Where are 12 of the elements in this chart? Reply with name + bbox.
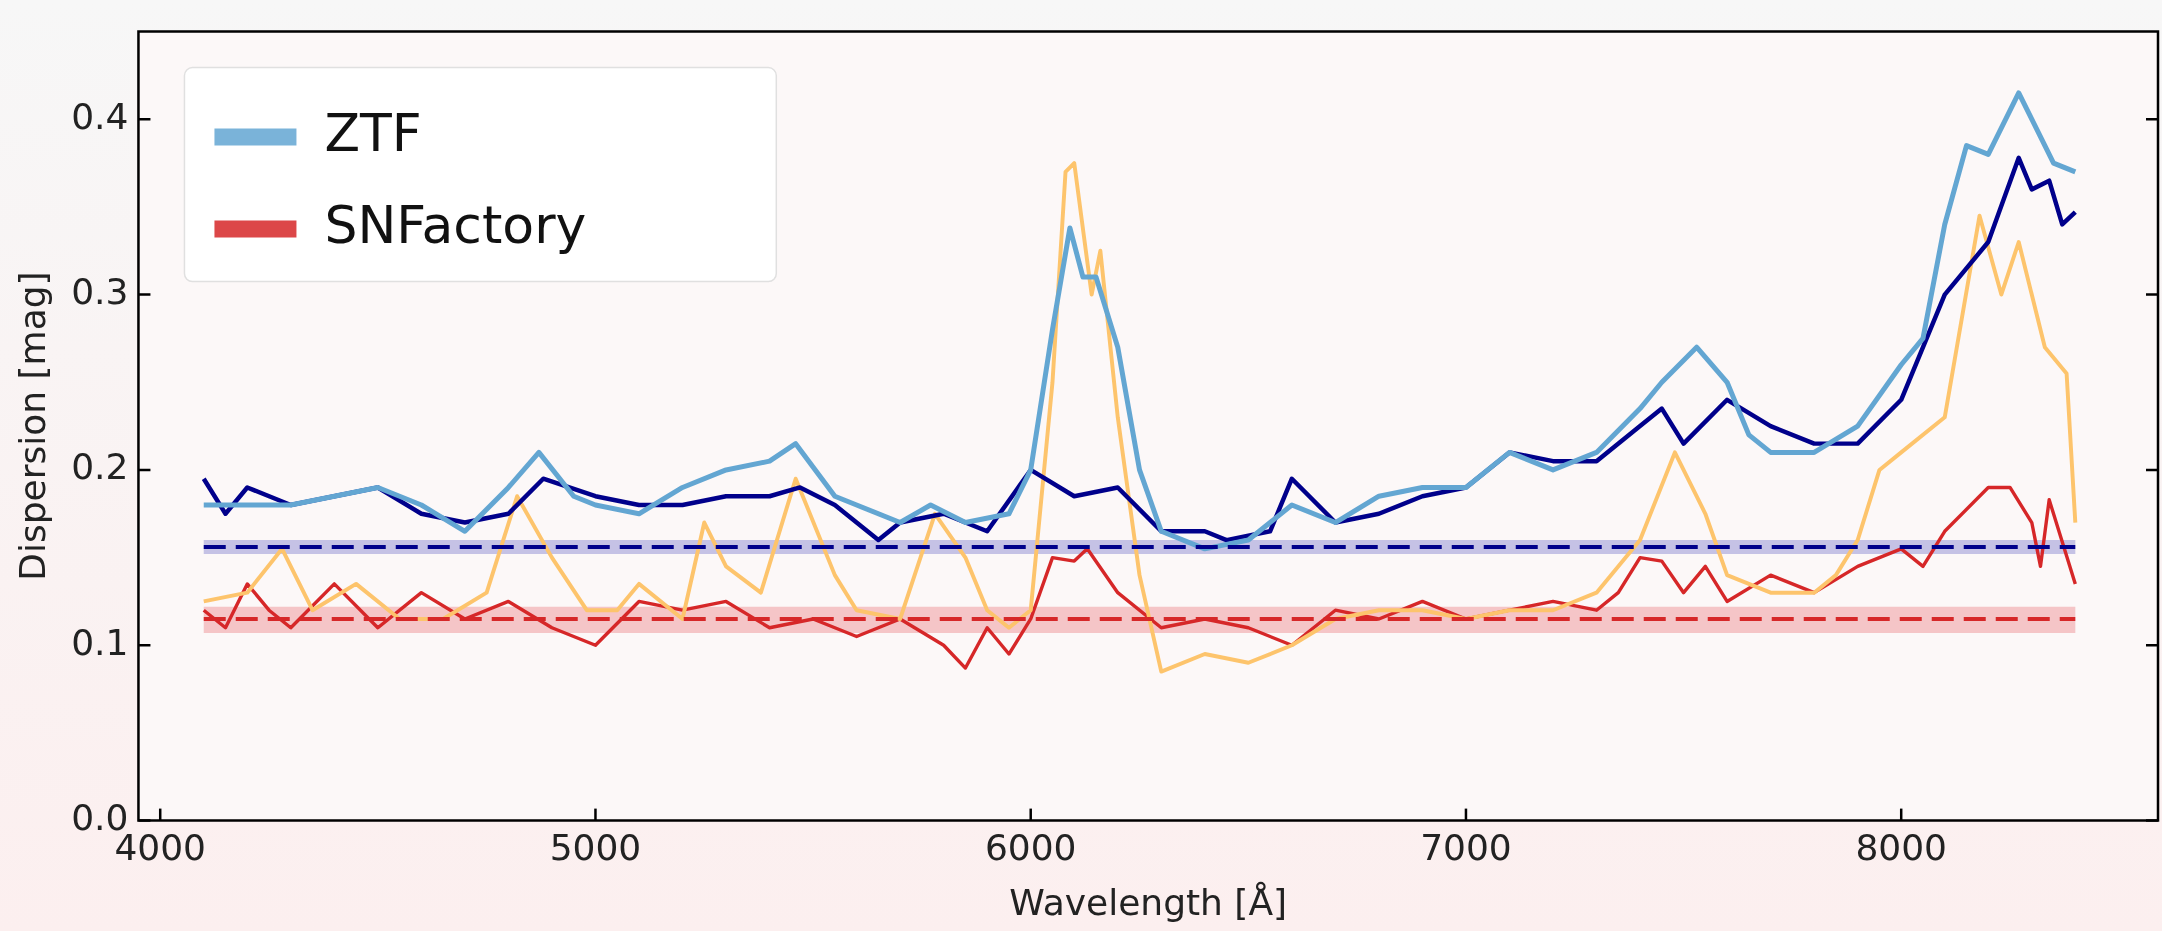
y-tick-label: 0.1 <box>71 621 129 663</box>
y-axis-title: Dispersion [mag] <box>11 271 53 581</box>
legend-label: SNFactory <box>324 195 587 256</box>
x-tick-label: 5000 <box>549 826 642 868</box>
y-tick-label: 0.3 <box>71 270 129 312</box>
x-tick-label: 7000 <box>1420 826 1512 868</box>
y-tick-label: 0.2 <box>71 446 129 488</box>
y-tick-label: 0.4 <box>71 95 129 137</box>
x-tick-label: 6000 <box>984 826 1077 868</box>
x-axis-title: Wavelength [Å] <box>1009 880 1288 923</box>
legend-label: ZTF <box>324 103 422 164</box>
x-tick-label: 8000 <box>1855 826 1948 868</box>
